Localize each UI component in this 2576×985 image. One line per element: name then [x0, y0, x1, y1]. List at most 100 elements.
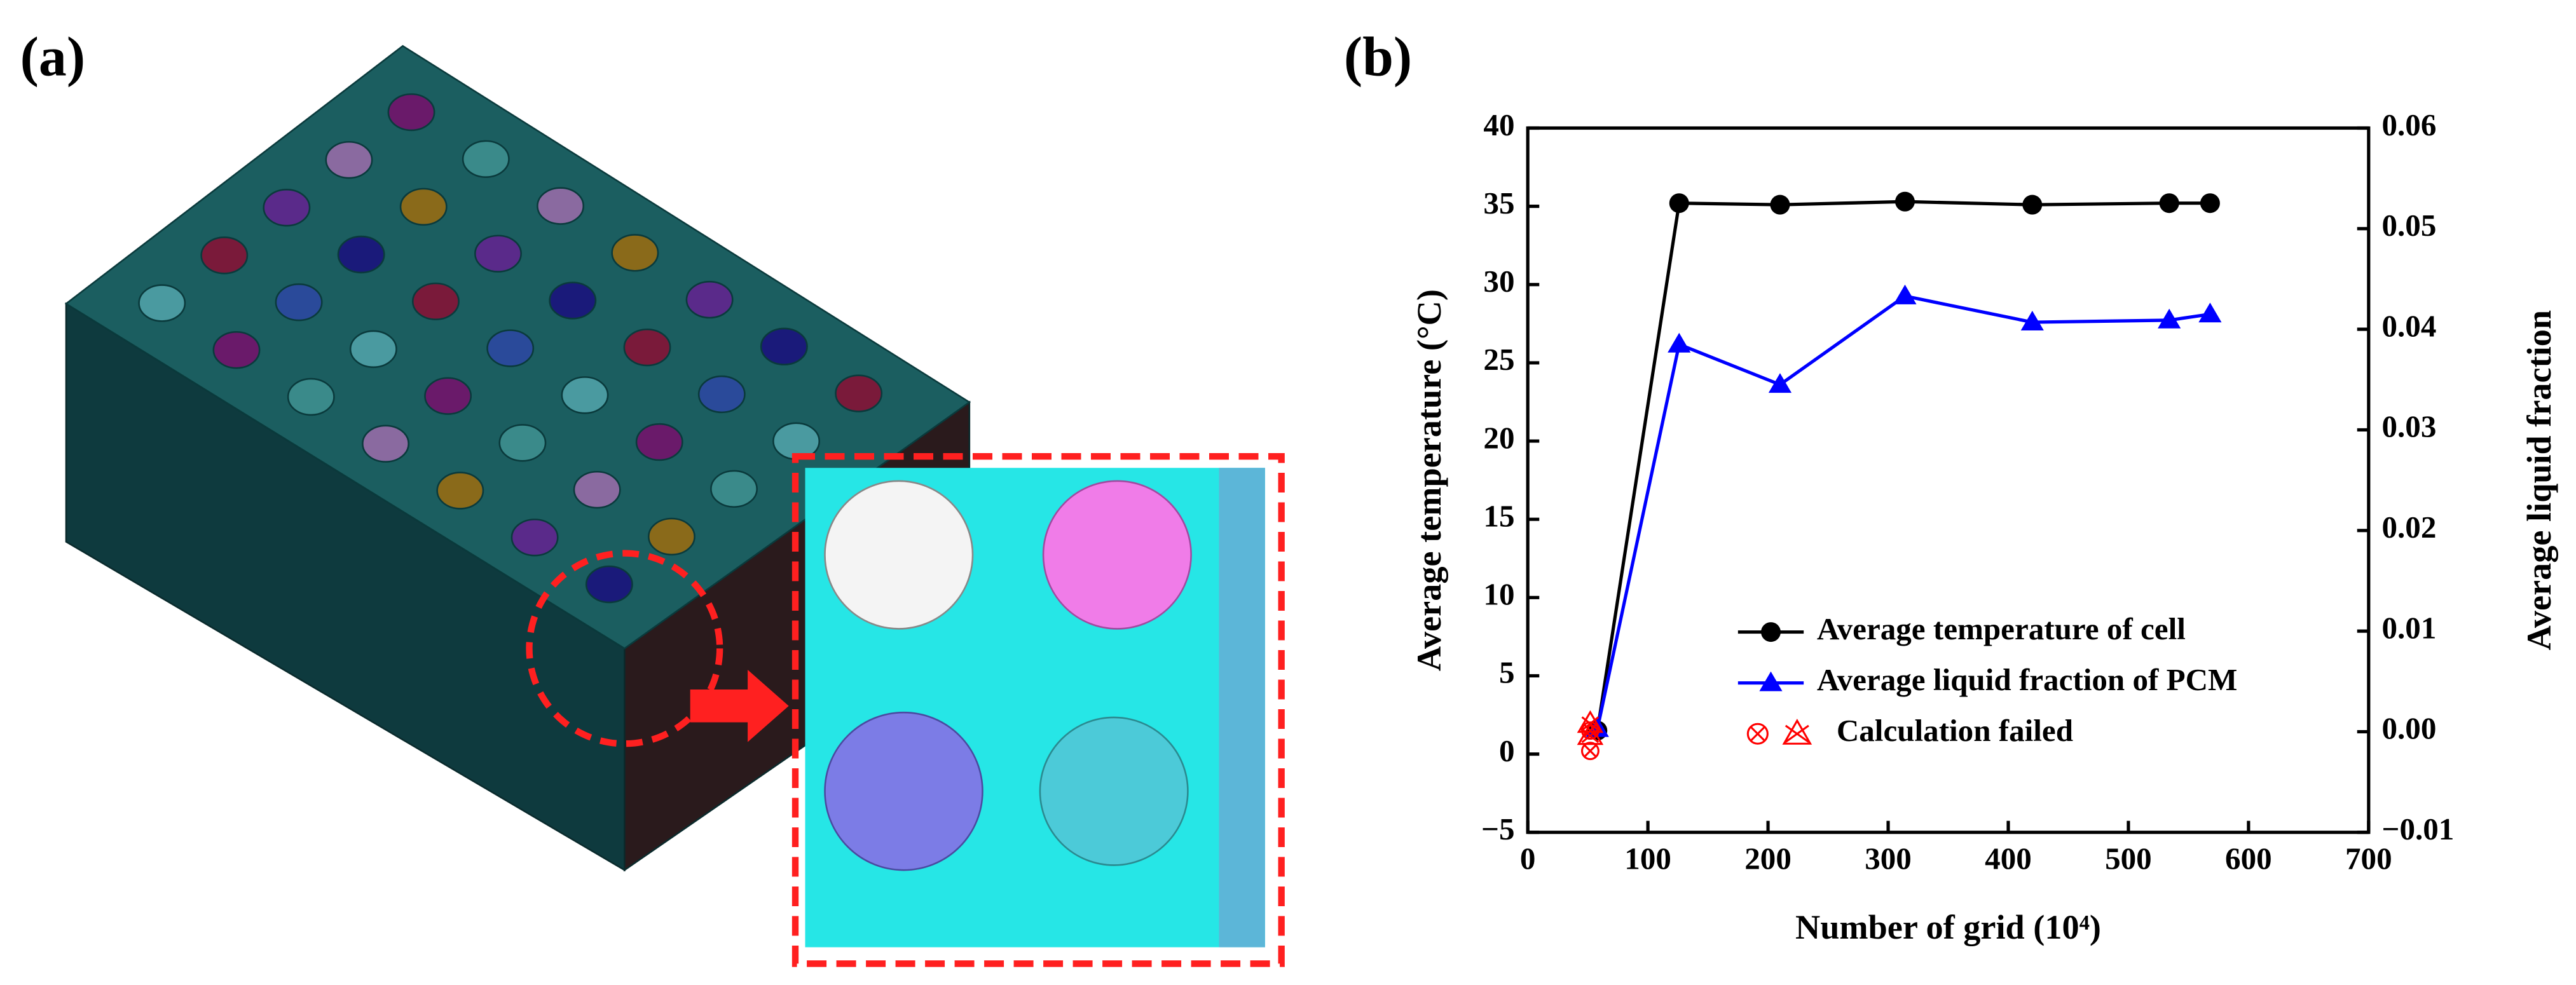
data-point	[2020, 310, 2044, 330]
mesh-cell	[275, 283, 323, 322]
y-tick-label: 35	[1483, 186, 1514, 221]
x-tick-label: 700	[2345, 841, 2392, 876]
mesh-cell	[760, 327, 808, 366]
y-tick-label: 0	[1499, 733, 1515, 768]
x-tick-label: 500	[2105, 841, 2152, 876]
x-tick-label: 300	[1865, 841, 1912, 876]
mesh-cell	[212, 331, 261, 369]
x-tick-label: 100	[1624, 841, 1671, 876]
mesh-cell	[474, 234, 522, 273]
panel-label: (b)	[1344, 25, 1412, 87]
mesh-cell	[387, 93, 435, 132]
cell-circles	[138, 93, 883, 604]
mesh-cell	[710, 470, 758, 508]
mesh-cell	[623, 328, 671, 367]
mesh-cell	[462, 140, 510, 179]
legend-label: Average temperature of cell	[1817, 611, 2186, 646]
x-tick-label: 400	[1985, 841, 2032, 876]
mesh-cell	[349, 330, 397, 369]
data-point	[1768, 373, 1792, 393]
y-tick-label: 25	[1483, 342, 1514, 377]
data-point	[1893, 284, 1917, 304]
y2-tick-label: 0.05	[2382, 208, 2437, 243]
mesh-cell	[573, 470, 621, 509]
failed-cross	[1584, 744, 1597, 757]
data-point	[1668, 332, 1691, 353]
y2-tick-label: 0.03	[2382, 409, 2437, 444]
mesh-cell	[399, 187, 448, 226]
mesh-cell	[287, 377, 335, 416]
data-point	[1894, 191, 1915, 212]
y-tick-label: 15	[1483, 498, 1514, 533]
mesh-cell	[647, 517, 695, 556]
y-tick-label: 20	[1483, 420, 1514, 455]
panel-label: (a)	[20, 25, 85, 87]
y-tick-label: 30	[1483, 264, 1514, 299]
mesh-cell	[697, 375, 746, 414]
failed-cross	[1581, 728, 1600, 744]
mesh-cell	[498, 424, 547, 462]
mesh-cell	[537, 187, 585, 225]
inset-frame	[791, 453, 1285, 967]
data-point	[2159, 193, 2179, 214]
y-tick-label: 10	[1483, 577, 1514, 612]
legend-failed-cross	[1785, 724, 1809, 743]
x-tick-label: 0	[1520, 841, 1536, 876]
y2-tick-label: 0.06	[2382, 107, 2437, 142]
mesh-cell	[411, 282, 460, 320]
legend-failed-cross	[1750, 726, 1765, 742]
mesh-illustration	[64, 44, 1285, 967]
legend-failed-circle	[1746, 723, 1769, 745]
y2-tick-label: 0.00	[2382, 711, 2437, 746]
y-tick-label: −5	[1481, 812, 1515, 846]
x-tick-label: 200	[1744, 841, 1792, 876]
mesh-cell	[611, 234, 659, 272]
mesh-cell	[561, 376, 609, 414]
mesh-cell	[138, 284, 186, 322]
y2-tick-label: 0.04	[2382, 308, 2437, 343]
zoom-arrow	[690, 670, 789, 742]
mesh-cell	[200, 236, 249, 275]
mesh-cell	[424, 377, 472, 415]
y2-tick-label: 0.01	[2382, 610, 2437, 645]
inset-cell	[824, 711, 983, 871]
legend-marker	[1761, 622, 1781, 642]
plot-frame	[1526, 126, 2371, 834]
inset-strip	[1219, 468, 1265, 948]
y2-tick-label: −0.01	[2382, 812, 2455, 846]
x-tick-label: 600	[2225, 841, 2272, 876]
mesh-cell	[685, 280, 734, 319]
data-point	[1669, 193, 1689, 214]
failed-triangle	[1577, 722, 1604, 745]
y-tick-label: 40	[1483, 107, 1514, 142]
failed-point	[1577, 722, 1604, 745]
mesh-cell	[337, 235, 385, 274]
y-tick-label: 5	[1499, 655, 1515, 690]
legend-label: Average liquid fraction of PCM	[1817, 662, 2238, 697]
mesh-cell	[585, 565, 633, 604]
y2-tick-label: 0.02	[2382, 510, 2437, 545]
mesh-cell	[486, 329, 535, 367]
failed-triangle	[1577, 710, 1604, 733]
data-point	[2158, 308, 2181, 329]
mesh-cell	[635, 423, 683, 461]
inset-cell	[824, 480, 974, 630]
mesh-cell	[436, 472, 484, 510]
x-axis-label: Number of grid (10⁴)	[1795, 908, 2101, 946]
mesh-cell	[835, 374, 883, 412]
inset-cell	[1039, 716, 1189, 866]
mesh-cell	[510, 519, 559, 557]
series-line	[1596, 200, 2210, 731]
legend-label: Calculation failed	[1837, 713, 2073, 748]
failed-circle	[1580, 742, 1600, 761]
y-axis-label: Average temperature (°C)	[1410, 289, 1448, 671]
mesh-cell	[325, 140, 373, 179]
inset-cell	[1042, 480, 1192, 630]
zoom-circle	[526, 550, 723, 747]
data-point	[2022, 194, 2043, 215]
mesh-cell	[263, 189, 311, 227]
y2-axis-label: Average liquid fraction	[2520, 310, 2558, 650]
legend-failed-triangle	[1782, 718, 1812, 745]
legend-marker	[1759, 671, 1783, 691]
